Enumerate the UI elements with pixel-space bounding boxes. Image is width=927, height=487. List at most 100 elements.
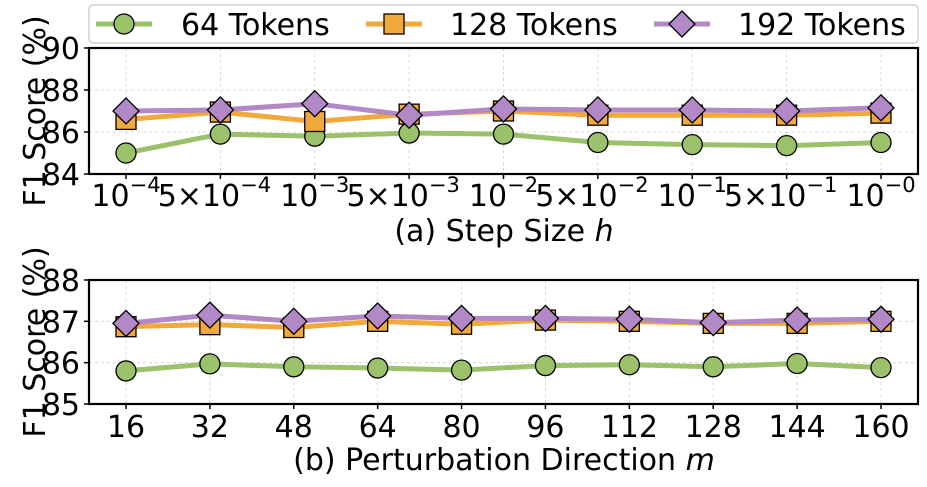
legend-entry-128-tokens: 128 Tokens [366,8,618,43]
data-point-64-tokens [450,359,473,381]
data-point-192-tokens [583,96,612,124]
x-tick-label-base: 16 [107,410,145,445]
x-tick-label-exponent: −3 [318,173,349,197]
x-tick-label-exponent: −2 [507,173,538,197]
y-tick-label: 86 [42,116,80,151]
data-point-64-tokens [534,354,557,377]
x-tick-label-base: 144 [768,410,825,445]
series-line-192-tokens [125,312,882,326]
legend-label-64-tokens: 64 Tokens [181,8,330,43]
data-point-64-tokens [870,356,892,379]
series-128-tokens [115,309,892,339]
grid-perturbation-direction [89,279,918,405]
data-point-192-tokens [699,308,728,337]
legend-marker-64-tokens [113,13,135,35]
data-point-192-tokens [112,97,140,125]
x-axis-label-step-size: (a) Step Size h [394,214,613,249]
x-tick-label-base: 10 [280,179,318,214]
y-tick-label: 85 [42,388,80,423]
legend: 64 Tokens 128 Tokens 192 Tokens [88,4,919,44]
data-point-64-tokens [367,357,389,379]
y-tick-label: 87 [42,305,80,340]
x-tick-label: 10−4 [91,173,160,214]
x-tick-label-exponent: −2 [618,173,649,197]
x-tick-label: 48 [275,410,313,445]
x-tick-label-base: 10 [91,179,129,214]
x-tick-label: 5×10−1 [724,173,837,214]
data-point-192-tokens [867,93,895,122]
x-tick-label-exponent: −1 [696,173,727,197]
x-tick-label-base: 96 [526,410,564,445]
x-tick-label: 16 [107,410,145,445]
data-point-64-tokens [618,354,640,376]
data-point-64-tokens [209,123,232,145]
y-ticks-perturbation-direction: 85 86 87 88 [42,264,89,423]
x-tick-label-exponent: −4 [130,173,161,197]
data-point-192-tokens [300,89,329,118]
data-point-192-tokens [615,305,644,334]
x-tick-label-base: 80 [442,410,480,445]
data-point-64-tokens [702,356,724,378]
legend-label-192-tokens: 192 Tokens [738,8,906,43]
x-tick-label: 112 [601,410,658,445]
x-tick-label-base: 5×10 [158,179,240,214]
x-tick-label-base: 5×10 [724,179,806,214]
y-tick-label: 84 [42,158,80,193]
x-axis-label-perturbation-direction: (b) Perturbation Direction m [293,443,715,478]
data-point-64-tokens [115,142,137,164]
data-point-64-tokens [492,123,515,145]
x-tick-label: 128 [685,410,742,445]
x-tick-label-base: 5×10 [346,179,428,214]
y-tick-label: 88 [42,74,80,109]
plot-frame-perturbation-direction [87,278,920,406]
x-tick-label: 160 [852,410,909,445]
x-tick-label-base: 5×10 [535,179,617,214]
x-tick-label-exponent: −3 [429,173,460,197]
y-axis-label-perturbation-direction: F1 Score (%) [18,246,53,437]
series-line-64-tokens [125,361,882,374]
x-tick-label: 80 [442,410,480,445]
y-tick-label: 86 [42,347,80,382]
x-tick-label-exponent: −1 [806,173,837,197]
x-tick-label: 64 [359,410,397,445]
data-point-64-tokens [681,133,703,156]
x-tick-label: 144 [768,410,825,445]
x-ticks-perturbation-direction: 16 32 48 64 80 96 112 128 144 160 [107,404,910,445]
x-tick-label: 10−2 [469,173,538,214]
x-tick-label-base: 160 [852,410,909,445]
legend-entry-64-tokens: 64 Tokens [96,8,330,43]
data-point-64-tokens [283,356,305,378]
chart-panel-perturbation-direction: 85 86 87 88 16 32 48 64 80 96 112 128 144 160 F1 Sco… [18,246,920,478]
x-tick-label-exponent: −4 [240,173,271,197]
data-point-64-tokens [786,352,808,375]
x-tick-label-base: 10 [658,179,696,214]
x-tick-label-exponent: −0 [885,173,916,197]
x-tick-label-base: 10 [846,179,884,214]
x-tick-label-base: 128 [685,410,742,445]
x-ticks-step-size: 10−45×10−4 10−35×10−3 10−25×10−2 10−15×10−1… [91,173,915,214]
legend-frame [88,4,919,44]
x-tick-label: 10−0 [846,173,915,214]
y-tick-label: 88 [42,264,80,299]
series-step-size [112,89,895,164]
data-point-192-tokens [678,96,707,124]
data-point-64-tokens [199,353,221,375]
data-point-192-tokens [772,97,801,125]
legend-label-128-tokens: 128 Tokens [450,8,618,43]
y-ticks-step-size: 84 86 88 90 [42,32,89,193]
data-point-64-tokens [775,134,798,157]
data-point-192-tokens [395,101,424,130]
x-tick-label: 96 [526,410,564,445]
y-tick-label: 90 [42,32,80,67]
data-point-192-tokens [447,304,476,333]
x-tick-label-base: 64 [359,410,397,445]
x-tick-label-base: 10 [469,179,507,214]
x-tick-label: 10−1 [658,173,727,214]
data-point-192-tokens [363,302,392,330]
x-tick-label: 5×10−3 [346,173,459,214]
data-point-192-tokens [195,301,224,330]
legend-marker-128-tokens [383,13,405,35]
series-192-tokens [112,301,895,338]
